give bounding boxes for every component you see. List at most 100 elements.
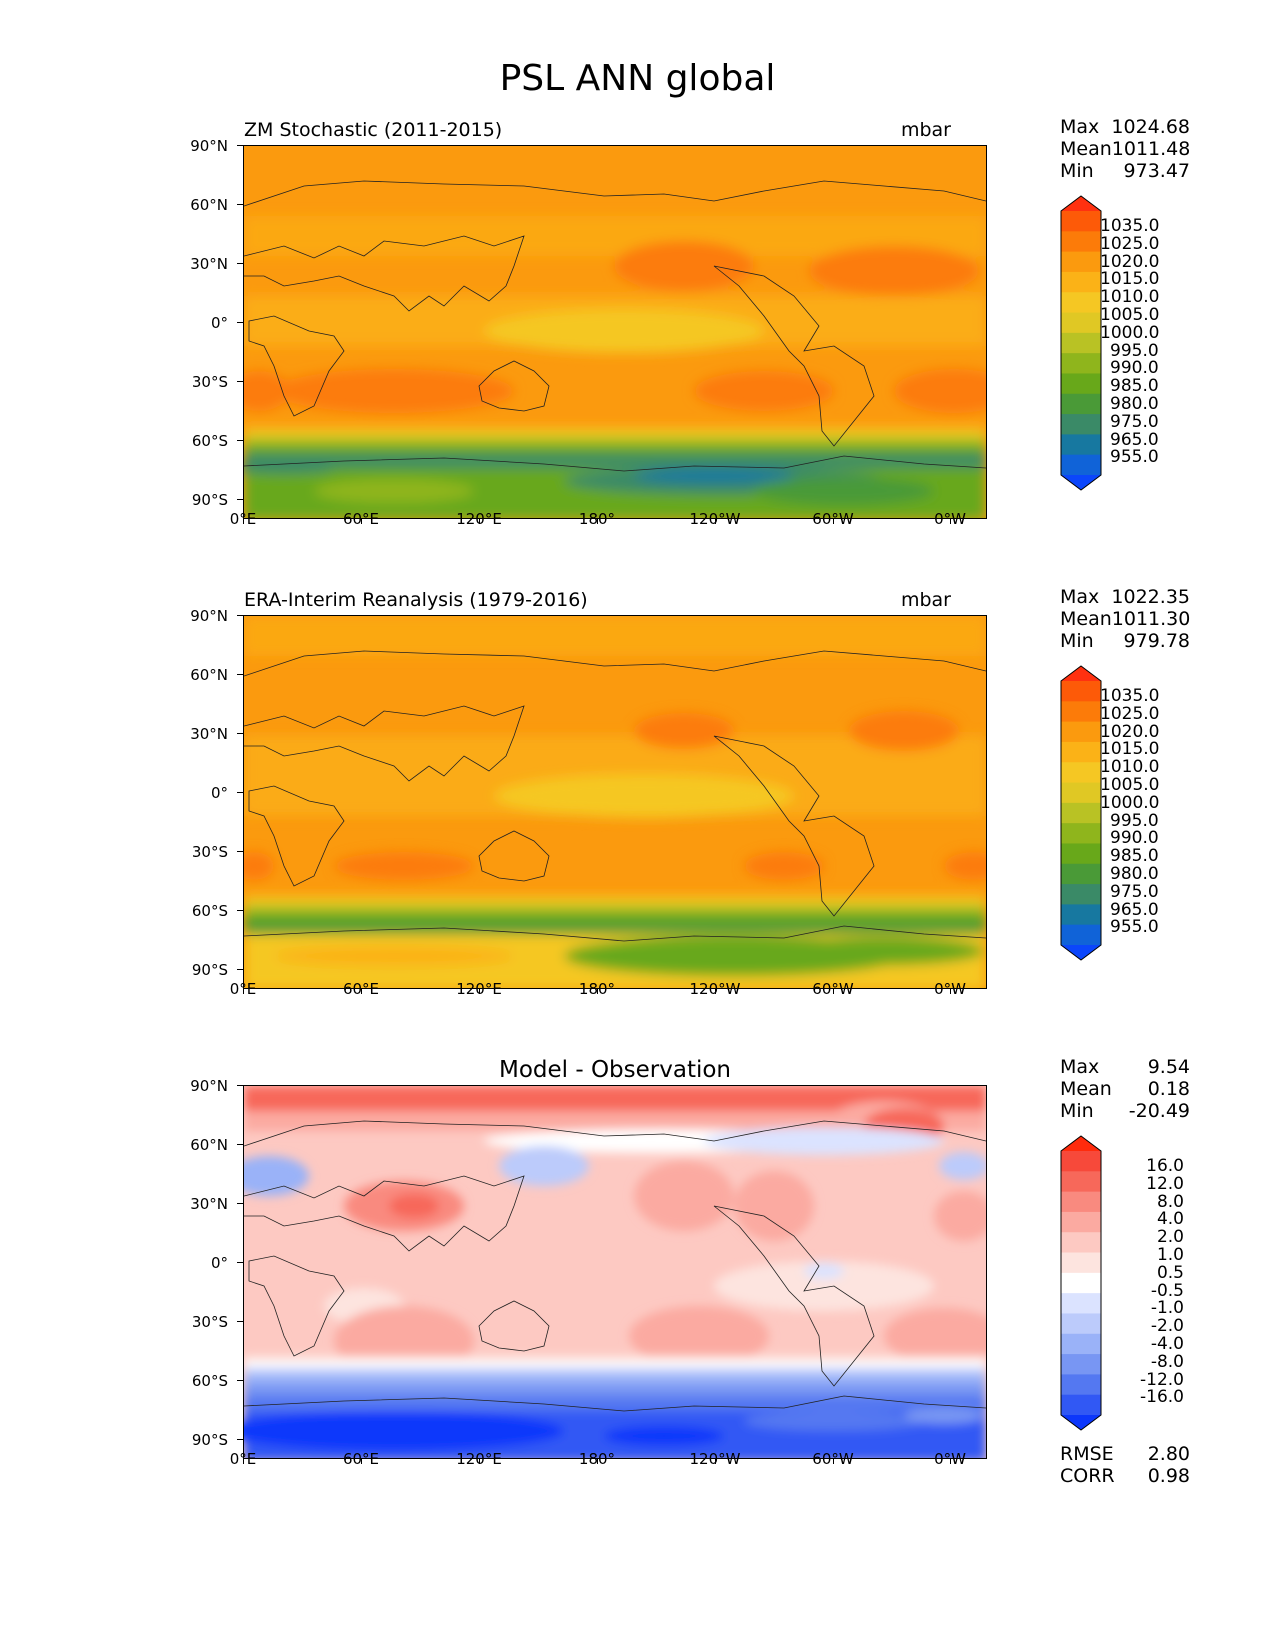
cb-level-label: 8.0 <box>1156 1191 1184 1212</box>
panel-2-lat-label-30n: 30°N <box>190 725 228 743</box>
colorbar-swatch <box>1061 1151 1101 1172</box>
panel-2-stats: Max 1022.35 Mean 1011.30 Min 979.78 <box>1060 586 1190 652</box>
panel-1-units: mbar <box>900 119 951 141</box>
cb-level-label: 975.0 <box>1110 411 1159 432</box>
cb-level-label: 1025.0 <box>1100 233 1160 254</box>
colorbar-swatch <box>1061 231 1101 253</box>
panel-3-lon-label-180: 180° <box>578 1450 616 1468</box>
cb-level-label: 4.0 <box>1156 1209 1184 1230</box>
panel-2-lon-label-60e: 60°E <box>342 980 380 998</box>
panel-2-lon-label-60w: 60°W <box>812 980 854 998</box>
panel-3-lat-label-30n: 30°N <box>190 1195 228 1213</box>
colorbar-swatch <box>1061 863 1101 885</box>
colorbar-swatch <box>1061 434 1101 456</box>
panel-3-lat-label-0: 0° <box>210 1254 228 1272</box>
cb-level-label: 2.0 <box>1156 1227 1184 1248</box>
panel-2-lat-label-90s: 90°S <box>191 961 228 979</box>
colorbar-swatch <box>1061 1354 1101 1375</box>
colorbar-outline <box>1060 1135 1102 1431</box>
panel-1-lon-label-0w: 0°W <box>934 510 966 528</box>
stat-max-label: Max <box>1060 586 1100 608</box>
panel-3-title: Model - Observation <box>498 1057 732 1083</box>
colorbar-swatch <box>1061 1333 1101 1355</box>
colorbar-swatch <box>1061 373 1101 395</box>
colorbar-swatch <box>1061 1252 1101 1274</box>
panel-2-contour-field <box>244 616 986 988</box>
stat-min-value: 973.47 <box>1123 160 1190 182</box>
stat-mean-value: 1011.48 <box>1111 138 1191 160</box>
stat-max-label: Max <box>1060 1056 1100 1078</box>
colorbar-swatch <box>1061 843 1101 865</box>
cb-level-label: 0.5 <box>1156 1262 1184 1283</box>
corr-value: 0.98 <box>1147 1465 1190 1487</box>
stat-mean-label: Mean <box>1060 138 1112 160</box>
cb-level-label: -16.0 <box>1140 1387 1184 1408</box>
panel-2-lon-label-120e: 120°E <box>456 980 502 998</box>
panel-1-lat-label-30s: 30°S <box>191 373 228 391</box>
panel-3-lat-label-60n: 60°N <box>190 1136 228 1154</box>
panel-2-lon-label-0e: 0°E <box>229 980 257 998</box>
cb-level-label: -4.0 <box>1150 1333 1184 1354</box>
corr-label: CORR <box>1060 1465 1115 1487</box>
colorbar-outline <box>1060 665 1102 961</box>
panel-1-lat-label-60s: 60°S <box>191 432 228 450</box>
stat-min-value: 979.78 <box>1123 630 1190 652</box>
panel-2-lon-label-0w: 0°W <box>934 980 966 998</box>
panel-1-lat-label-30n: 30°N <box>190 255 228 273</box>
panel-1-colorbar-labels: 1035.0 1025.0 1020.0 1015.0 1010.0 1005.… <box>1100 216 1160 467</box>
panel-1-stats: Max 1024.68 Mean 1011.48 Min 973.47 <box>1060 116 1190 182</box>
panel-1-colorbar <box>1059 195 1103 495</box>
panel-1-lat-label-90s: 90°S <box>191 491 228 509</box>
stat-max-value: 1022.35 <box>1111 586 1190 608</box>
panel-3-lon-label-120w: 120°W <box>689 1450 741 1468</box>
colorbar-swatch <box>1061 332 1101 354</box>
colorbar-swatch <box>1061 1313 1101 1335</box>
cb-level-label: 1035.0 <box>1100 686 1160 706</box>
panel-2-units: mbar <box>900 589 951 611</box>
panel-2-lat-label-90n: 90°N <box>190 607 228 625</box>
colorbar-swatch <box>1061 271 1101 293</box>
colorbar-swatch <box>1061 211 1101 232</box>
stat-max-value: 9.54 <box>1147 1056 1190 1078</box>
stat-min-label: Min <box>1060 160 1094 182</box>
stat-mean-value: 0.18 <box>1147 1078 1190 1100</box>
cb-level-label: 1035.0 <box>1100 216 1160 236</box>
colorbar-extend-max <box>1061 666 1101 681</box>
panel-3-colorbar-swatches <box>1060 1135 1102 1431</box>
colorbar-swatch <box>1061 1232 1101 1254</box>
panel-2-lat-label-60s: 60°S <box>191 902 228 920</box>
colorbar-extend-min <box>1061 475 1101 490</box>
colorbar-swatch <box>1061 701 1101 723</box>
cb-level-label: -1.0 <box>1150 1298 1184 1319</box>
cb-level-label: 1000.0 <box>1100 792 1160 813</box>
panel-2-lat-label-30s: 30°S <box>191 843 228 861</box>
cb-level-label: 16.0 <box>1146 1156 1184 1176</box>
panel-3-map <box>243 1085 987 1459</box>
panel-3-lat-label-90s: 90°S <box>191 1431 228 1449</box>
panel-3-colorbar <box>1059 1135 1103 1435</box>
panel-1-lon-label-180: 180° <box>578 510 616 528</box>
colorbar-extend-max <box>1061 196 1101 211</box>
colorbar-swatch <box>1061 292 1101 314</box>
stat-min-label: Min <box>1060 630 1094 652</box>
stat-max-value: 1024.68 <box>1111 116 1190 138</box>
panel-1-contour-field <box>244 146 986 518</box>
cb-level-label: 995.0 <box>1110 340 1159 361</box>
stat-max-label: Max <box>1060 116 1100 138</box>
cb-level-label: 990.0 <box>1110 358 1159 379</box>
panel-2-colorbar-labels: 1035.0 1025.0 1020.0 1015.0 1010.0 1005.… <box>1100 686 1160 937</box>
rmse-value: 2.80 <box>1147 1443 1190 1465</box>
panel-1-title: ZM Stochastic (2011-2015) <box>244 119 503 141</box>
panel-1-lat-label-60n: 60°N <box>190 196 228 214</box>
panel-3-lon-label-60e: 60°E <box>342 1450 380 1468</box>
panel-3-colorbar-labels: 16.0 12.0 8.0 4.0 2.0 1.0 0.5 -0.5 -1.0 … <box>1104 1156 1184 1408</box>
panel-1-lat-label-0: 0° <box>210 314 228 332</box>
colorbar-swatch <box>1061 924 1101 946</box>
colorbar-swatch <box>1061 393 1101 415</box>
stat-mean-value: 1011.30 <box>1111 608 1191 630</box>
cb-level-label: 12.0 <box>1146 1173 1184 1194</box>
panel-1-lon-label-60e: 60°E <box>342 510 380 528</box>
colorbar-extend-min <box>1061 945 1101 960</box>
cb-level-label: 1010.0 <box>1100 287 1160 308</box>
colorbar-swatch <box>1061 1293 1101 1314</box>
